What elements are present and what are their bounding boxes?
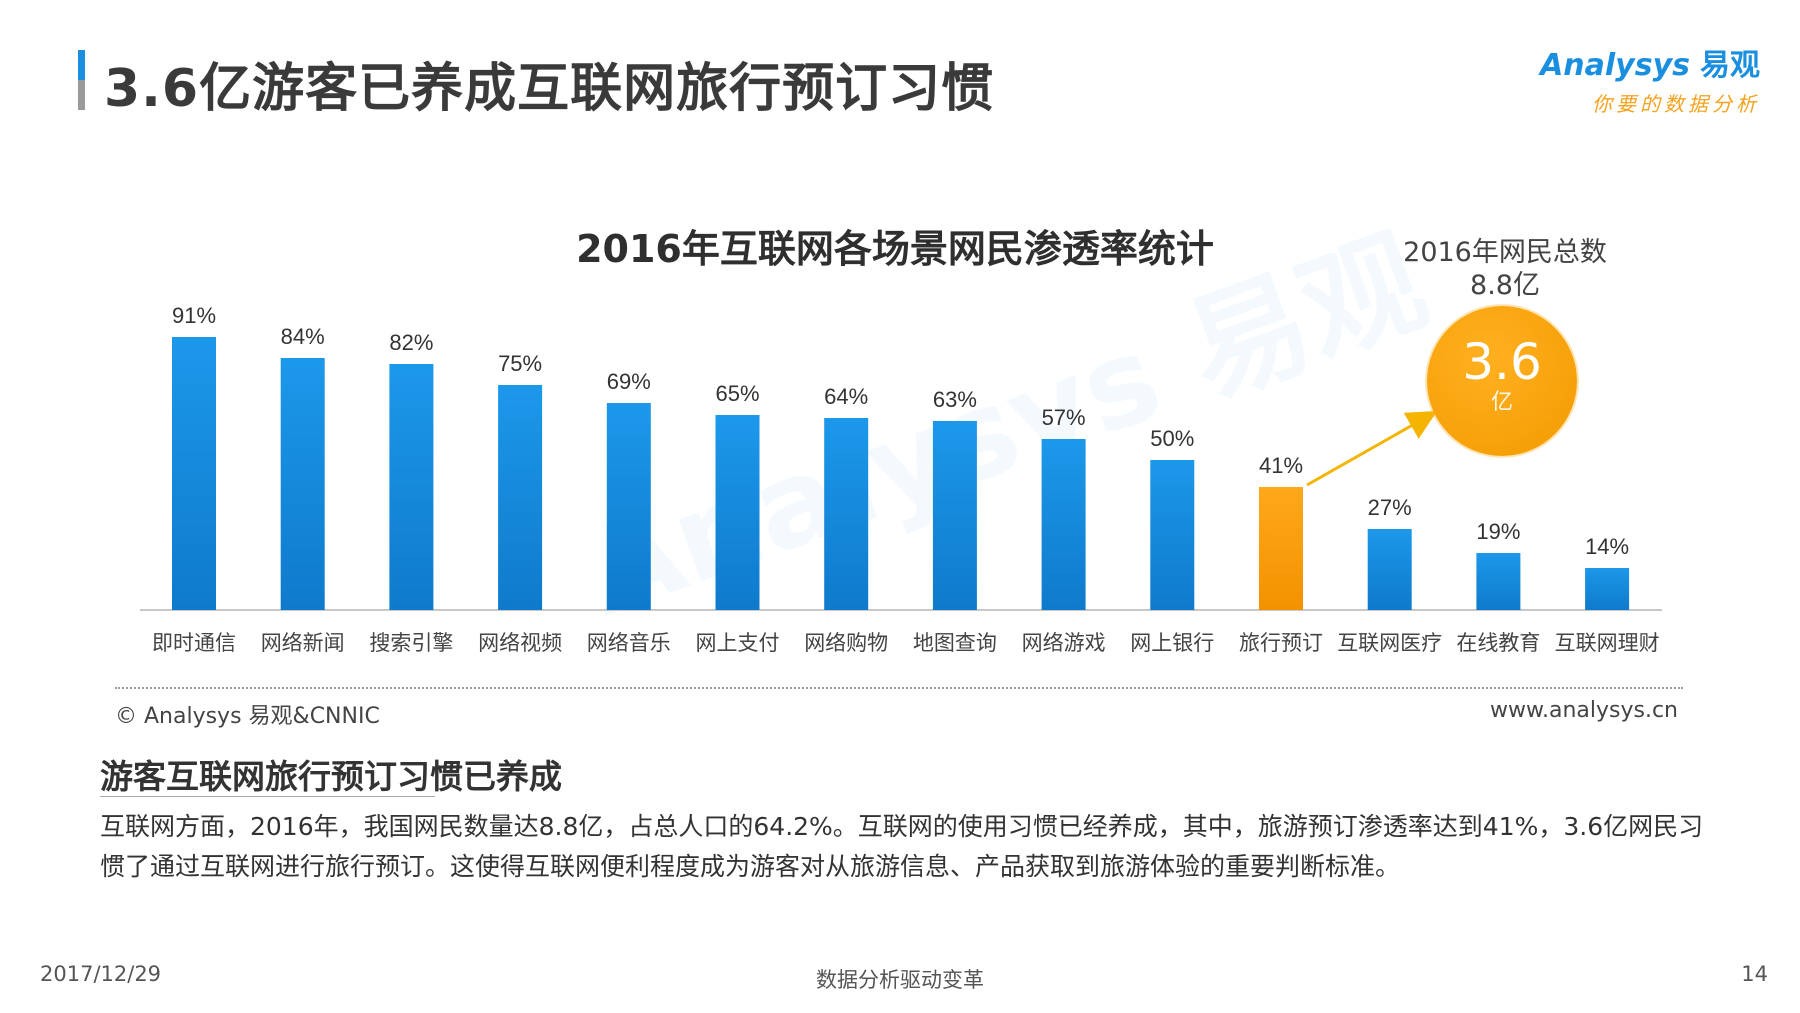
- data-label-11: 27%: [1368, 495, 1412, 520]
- category-label-9: 网上银行: [1130, 631, 1214, 655]
- data-label-0: 91%: [172, 303, 216, 328]
- category-label-2: 搜索引擎: [369, 631, 453, 655]
- data-label-1: 84%: [281, 324, 325, 349]
- bar-2: [389, 364, 434, 610]
- category-label-8: 网络游戏: [1022, 631, 1106, 655]
- page-number: 14: [1741, 962, 1768, 986]
- bar-4: [606, 403, 651, 610]
- footer-date: 2017/12/29: [40, 962, 162, 986]
- logo-slogan: 你要的数据分析: [1592, 92, 1760, 116]
- logo-brand-cn: 易观: [1700, 48, 1760, 83]
- page-title: 3.6亿游客已养成互联网旅行预订习惯: [104, 59, 995, 119]
- bar-10: [1259, 487, 1303, 610]
- bar-11: [1367, 529, 1412, 610]
- data-label-6: 64%: [824, 384, 868, 409]
- data-label-13: 14%: [1585, 534, 1629, 559]
- bar-9: [1150, 460, 1195, 610]
- category-label-4: 网络音乐: [587, 631, 671, 655]
- bar-12: [1476, 553, 1521, 610]
- category-label-3: 网络视频: [478, 631, 562, 655]
- data-source: © Analysys 易观&CNNIC: [115, 704, 380, 729]
- footer-slogan: 数据分析驱动变革: [816, 968, 984, 992]
- category-label-0: 即时通信: [152, 631, 236, 655]
- data-label-12: 19%: [1476, 519, 1520, 544]
- source-divider: [115, 687, 1683, 689]
- title-accent-bar: [78, 50, 85, 110]
- highlight-arrow: [1306, 411, 1438, 487]
- netizen-total-label: 2016年网民总数 8.8亿: [1380, 236, 1630, 302]
- data-label-9: 50%: [1150, 426, 1194, 451]
- chart-title-text: 2016年互联网各场景网民渗透率统计: [576, 227, 1214, 271]
- chart-title: 2016年互联网各场景网民渗透率统计: [0, 218, 1800, 273]
- bar-8: [1041, 439, 1086, 610]
- bar-1: [280, 358, 325, 610]
- category-label-5: 网上支付: [696, 631, 780, 655]
- bar-5: [715, 415, 760, 610]
- data-label-4: 69%: [607, 369, 651, 394]
- bar-3: [498, 385, 543, 610]
- bar-13: [1585, 568, 1630, 610]
- data-label-2: 82%: [389, 330, 433, 355]
- section-underline: [100, 796, 435, 797]
- category-label-11: 互联网医疗: [1337, 631, 1442, 655]
- data-label-7: 63%: [933, 387, 977, 412]
- data-label-8: 57%: [1042, 405, 1086, 430]
- category-label-1: 网络新闻: [261, 631, 345, 655]
- travel-booking-bubble: 3.6 亿: [1427, 306, 1577, 456]
- category-label-13: 互联网理财: [1555, 631, 1660, 655]
- bar-7: [932, 421, 977, 610]
- website-link[interactable]: www.analysys.cn: [1490, 698, 1678, 723]
- analysys-logo: Analysys 易观 你要的数据分析: [1540, 40, 1760, 117]
- data-label-3: 75%: [498, 351, 542, 376]
- data-label-5: 65%: [715, 381, 759, 406]
- logo-brand-en: Analysys: [1540, 48, 1690, 83]
- bar-6: [824, 418, 869, 610]
- category-label-7: 地图查询: [913, 631, 997, 655]
- category-label-6: 网络购物: [804, 631, 888, 655]
- logo-brand: Analysys 易观: [1540, 40, 1760, 84]
- section-heading: 游客互联网旅行预订习惯已养成: [100, 757, 562, 796]
- bar-0: [172, 337, 216, 610]
- bubble-unit: 亿: [1490, 390, 1513, 415]
- data-label-10: 41%: [1259, 453, 1303, 478]
- netizen-total-value: 8.8亿: [1470, 270, 1540, 301]
- netizen-total-caption: 2016年网民总数: [1403, 237, 1607, 268]
- category-label-12: 在线教育: [1456, 631, 1540, 655]
- bubble-value: 3.6: [1462, 333, 1542, 391]
- category-label-10: 旅行预订: [1239, 631, 1323, 655]
- section-body: 互联网方面，2016年，我国网民数量达8.8亿，占总人口的64.2%。互联网的使…: [100, 812, 1704, 881]
